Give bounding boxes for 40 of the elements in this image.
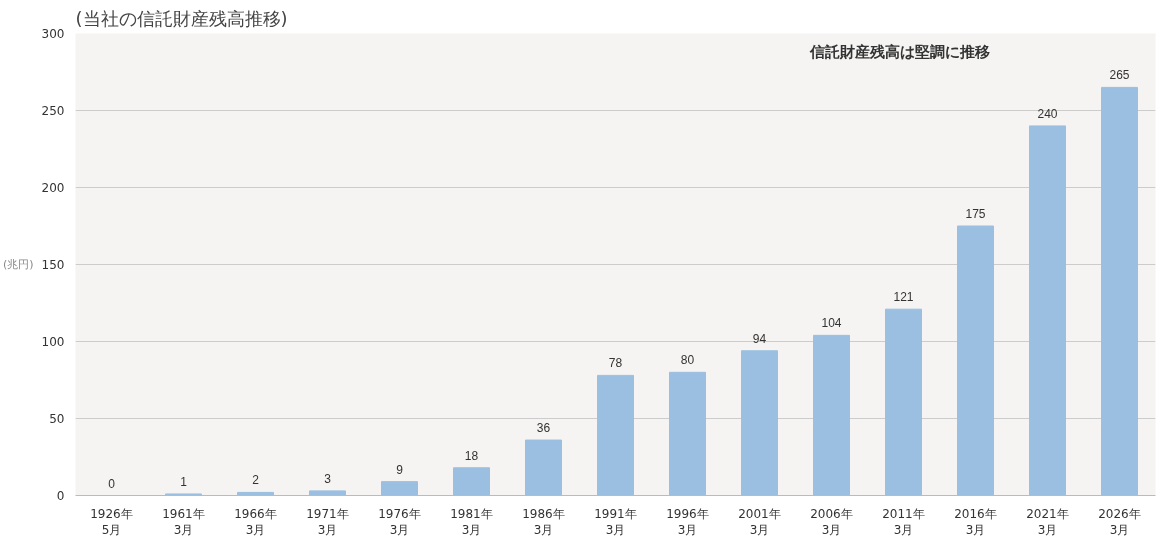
data-label: 240 [1037, 106, 1058, 121]
data-label: 104 [821, 316, 842, 331]
data-label: 78 [608, 356, 623, 371]
chart-title: (当社の信託財産残高推移) [75, 7, 288, 29]
x-tick-label: 1996年 3月 [666, 506, 709, 538]
y-tick-label: 300 [41, 27, 65, 41]
x-tick-label: 1961年 3月 [162, 506, 205, 538]
x-tick-label: 1926年 5月 [90, 506, 133, 538]
x-tick-label: 2006年 3月 [810, 506, 853, 538]
x-tick-label: 2001年 3月 [738, 506, 781, 538]
y-tick-label: 150 [41, 258, 65, 272]
data-label: 94 [752, 331, 767, 346]
data-label: 18 [464, 448, 479, 463]
x-tick-label: 1981年 3月 [450, 506, 493, 538]
annotation: 信託財産残高は堅調に推移 [808, 42, 990, 61]
y-tick-label: 100 [41, 335, 65, 349]
data-label: 80 [680, 353, 695, 368]
x-tick-label: 2016年 3月 [954, 506, 997, 538]
y-axis-title: (兆円) [3, 258, 34, 271]
x-tick-label: 1991年 3月 [594, 506, 637, 538]
data-label: 175 [965, 207, 986, 221]
data-label: 121 [893, 290, 914, 305]
x-tick-label: 2011年 3月 [882, 506, 925, 538]
data-label: 36 [536, 421, 551, 436]
y-tick-label: 200 [41, 181, 65, 195]
x-tick-label: 1966年 3月 [234, 506, 277, 538]
x-tick-label: 1971年 3月 [306, 506, 349, 538]
x-tick-label: 1976年 3月 [378, 506, 421, 538]
data-label: 1 [180, 474, 188, 489]
x-tick-label: 1986年 3月 [522, 506, 565, 538]
x-tick-label: 2026年 3月 [1098, 506, 1141, 538]
data-label: 0 [108, 476, 116, 491]
data-label: 3 [324, 471, 332, 486]
data-label: 265 [1109, 68, 1130, 83]
data-label: 2 [252, 473, 260, 488]
y-tick-label: 0 [56, 489, 65, 503]
x-tick-label: 2021年 3月 [1026, 506, 1069, 538]
y-tick-label: 50 [49, 412, 65, 426]
y-tick-label: 250 [41, 104, 65, 118]
data-label: 9 [396, 462, 404, 477]
